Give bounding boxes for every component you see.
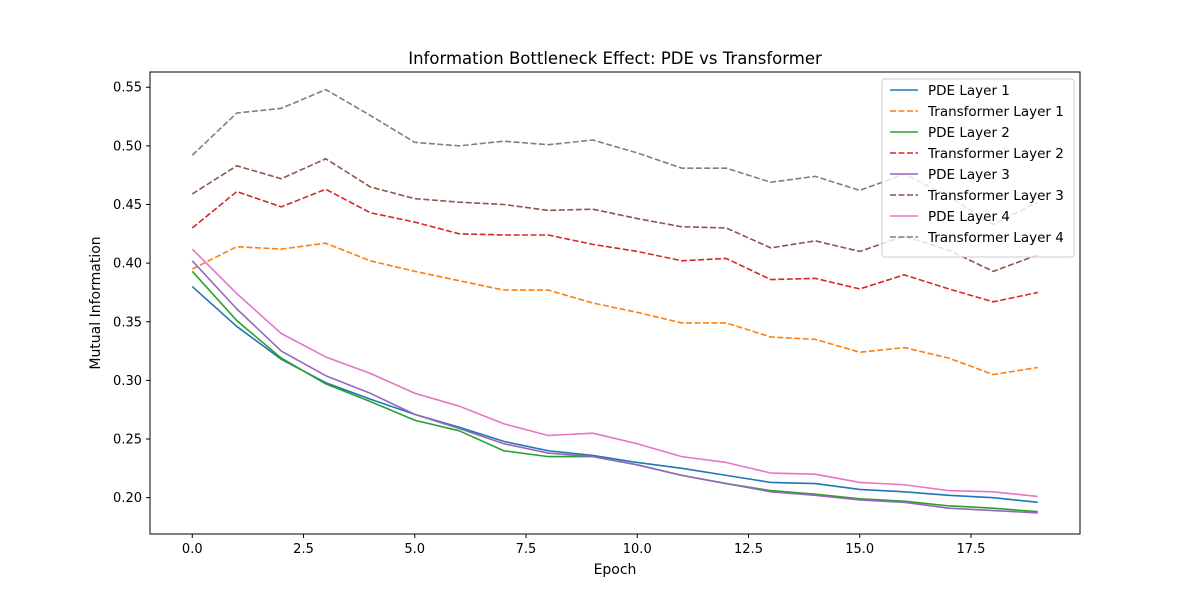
legend: PDE Layer 1 Transformer Layer 1 PDE Layer …: [881, 78, 1075, 258]
y-axis: 0.20 0.25 0.30 0.35 0.40 0.45 0.50 0.55: [113, 81, 150, 506]
series-line-1: [191, 285, 1038, 504]
y-tick-label: 0.45: [113, 198, 142, 213]
legend-label: PDE Layer 2: [928, 125, 1010, 141]
legend-label: PDE Layer 4: [928, 209, 1010, 225]
series-line-6: [191, 157, 1039, 273]
y-tick-label: 0.25: [113, 433, 142, 448]
legend-box: [881, 78, 1075, 258]
x-axis-label: Epoch: [594, 562, 637, 578]
y-tick-label: 0.40: [113, 257, 142, 272]
y-tick-label: 0.50: [113, 139, 142, 154]
series-line-2: [191, 242, 1038, 376]
legend-label: Transformer Layer 3: [927, 188, 1064, 204]
series-group: [191, 88, 1039, 514]
x-axis: 0.0 2.5 5.0 7.5 10.0 12.5 15.0 17.5: [182, 534, 986, 557]
x-tick-label: 2.5: [293, 542, 314, 557]
legend-label: PDE Layer 3: [928, 167, 1010, 183]
x-tick-label: 15.0: [845, 542, 874, 557]
x-tick-label: 12.5: [734, 542, 763, 557]
legend-label: Transformer Layer 1: [927, 104, 1064, 120]
chart-title: Information Bottleneck Effect: PDE vs Tr…: [408, 49, 822, 68]
y-tick-label: 0.35: [113, 315, 142, 330]
legend-label: PDE Layer 1: [928, 83, 1010, 99]
x-tick-label: 7.5: [516, 542, 537, 557]
x-tick-label: 17.5: [957, 542, 986, 557]
legend-label: Transformer Layer 2: [927, 146, 1064, 162]
y-tick-label: 0.30: [113, 374, 142, 389]
x-tick-label: 5.0: [404, 542, 425, 557]
series-line-4: [191, 188, 1038, 303]
series-line-5: [191, 260, 1038, 514]
x-tick-label: 10.0: [623, 542, 652, 557]
plot-frame: [149, 71, 1081, 535]
y-axis-label: Mutual Information: [88, 236, 104, 369]
legend-label: Transformer Layer 4: [927, 230, 1064, 246]
y-tick-label: 0.55: [113, 81, 142, 96]
x-tick-label: 0.0: [182, 542, 203, 557]
y-tick-label: 0.20: [113, 491, 142, 506]
series-line-7: [191, 248, 1038, 498]
